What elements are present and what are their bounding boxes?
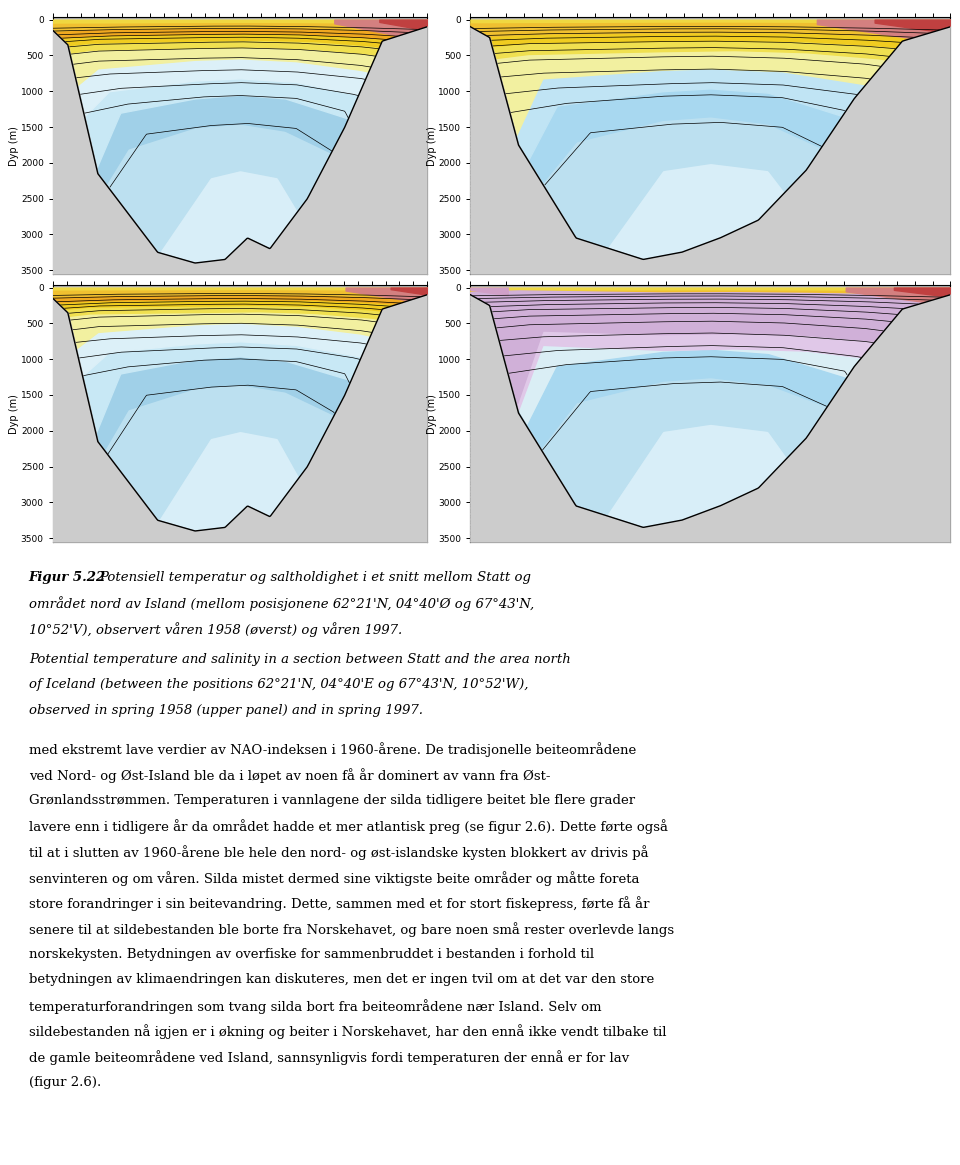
Text: området nord av Island (mellom posisjonene 62°21'N, 04°40'Ø og 67°43'N,: området nord av Island (mellom posisjone…	[29, 596, 534, 612]
Y-axis label: Dyp (m): Dyp (m)	[427, 394, 437, 433]
Text: (figur 2.6).: (figur 2.6).	[29, 1075, 101, 1089]
Text: ved Nord- og Øst-Island ble da i løpet av noen få år dominert av vann fra Øst-: ved Nord- og Øst-Island ble da i løpet a…	[29, 768, 550, 783]
Text: norskekysten. Betydningen av overfiske for sammenbruddet i bestanden i forhold t: norskekysten. Betydningen av overfiske f…	[29, 947, 594, 961]
Text: betydningen av klimaendringen kan diskuteres, men det er ingen tvil om at det va: betydningen av klimaendringen kan diskut…	[29, 973, 654, 987]
Text: of Iceland (between the positions 62°21'N, 04°40'E og 67°43'N, 10°52'W),: of Iceland (between the positions 62°21'…	[29, 678, 528, 692]
Text: Figur 5.22: Figur 5.22	[29, 571, 110, 584]
Text: 10°52'V), observert våren 1958 (øverst) og våren 1997.: 10°52'V), observert våren 1958 (øverst) …	[29, 622, 402, 637]
Text: de gamle beiteområdene ved Island, sannsynligvis fordi temperaturen der ennå er : de gamle beiteområdene ved Island, sanns…	[29, 1050, 629, 1065]
Text: sildebestanden nå igjen er i økning og beiter i Norskehavet, har den ennå ikke v: sildebestanden nå igjen er i økning og b…	[29, 1024, 666, 1039]
Text: senere til at sildebestanden ble borte fra Norskehavet, og bare noen små rester : senere til at sildebestanden ble borte f…	[29, 922, 674, 937]
Text: Grønlandsstrømmen. Temperaturen i vannlagene der silda tidligere beitet ble fler: Grønlandsstrømmen. Temperaturen i vannla…	[29, 793, 635, 807]
Y-axis label: Dyp (m): Dyp (m)	[10, 126, 19, 165]
Text: senvinteren og om våren. Silda mistet dermed sine viktigste beite områder og måt: senvinteren og om våren. Silda mistet de…	[29, 870, 639, 885]
Text: Potensiell temperatur og saltholdighet i et snitt mellom Statt og: Potensiell temperatur og saltholdighet i…	[99, 571, 531, 584]
Y-axis label: Dyp (m): Dyp (m)	[427, 126, 437, 165]
Text: til at i slutten av 1960-årene ble hele den nord- og øst-islandske kysten blokke: til at i slutten av 1960-årene ble hele …	[29, 845, 648, 860]
Text: Potential temperature and salinity in a section between Statt and the area north: Potential temperature and salinity in a …	[29, 652, 570, 666]
Y-axis label: Dyp (m): Dyp (m)	[10, 394, 19, 433]
Text: store forandringer i sin beitevandring. Dette, sammen med et for stort fiskepres: store forandringer i sin beitevandring. …	[29, 896, 649, 911]
Text: observed in spring 1958 (upper panel) and in spring 1997.: observed in spring 1958 (upper panel) an…	[29, 704, 422, 718]
Text: med ekstremt lave verdier av NAO-indeksen i 1960-årene. De tradisjonelle beiteom: med ekstremt lave verdier av NAO-indekse…	[29, 742, 636, 757]
Text: temperaturforandringen som tvang silda bort fra beiteområdene nær Island. Selv o: temperaturforandringen som tvang silda b…	[29, 998, 601, 1014]
Text: lavere enn i tidligere år da området hadde et mer atlantisk preg (se figur 2.6).: lavere enn i tidligere år da området had…	[29, 819, 668, 834]
